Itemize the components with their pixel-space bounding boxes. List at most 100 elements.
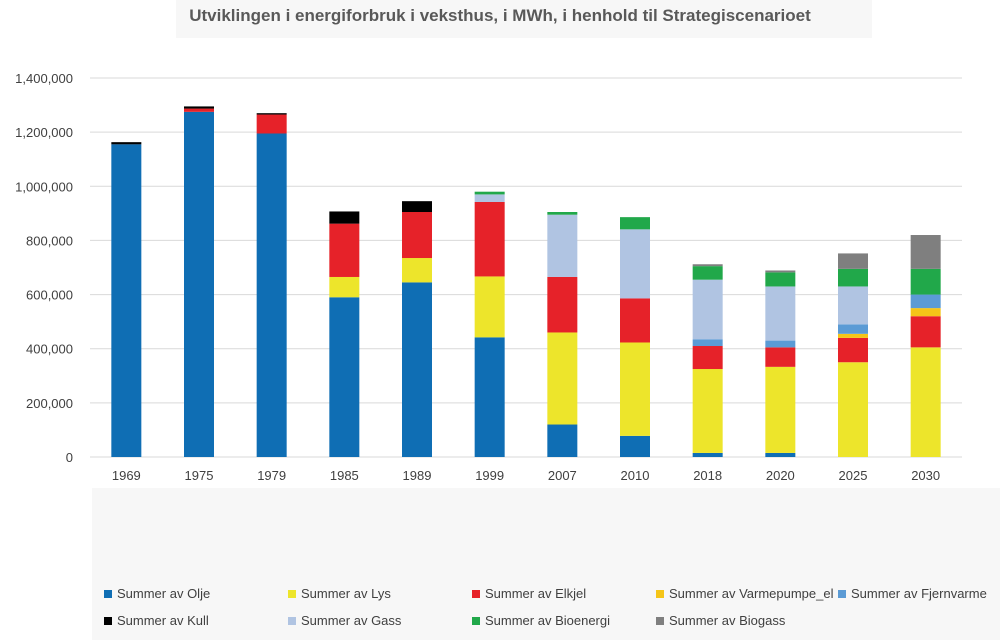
- y-tick-label: 1,000,000: [15, 179, 73, 194]
- bar-segment: [910, 235, 941, 269]
- bar-segment: [838, 268, 868, 287]
- bar-segment: [111, 142, 142, 145]
- bar-segment: [765, 270, 796, 273]
- legend-swatch: [472, 589, 480, 598]
- legend-label: Summer av Elkjel: [485, 586, 587, 601]
- legend-swatch: [838, 589, 846, 598]
- x-tick-label: 2007: [548, 468, 577, 483]
- y-tick-label: 400,000: [26, 342, 73, 357]
- bar-segment: [329, 223, 360, 277]
- bar-segment: [692, 369, 723, 453]
- bar-segment: [838, 362, 868, 457]
- bar-segment: [838, 333, 868, 338]
- bar-segment: [692, 279, 723, 340]
- bar-segment: [111, 144, 142, 457]
- bar-segment: [402, 258, 432, 283]
- bar-segment: [184, 106, 214, 109]
- bar-segment: [329, 211, 360, 224]
- bar-segment: [692, 264, 723, 267]
- bar-segment: [620, 342, 650, 436]
- bar-segment: [765, 347, 796, 367]
- bar-segment: [765, 452, 796, 457]
- x-tick-label: 1979: [257, 468, 286, 483]
- bar-segment: [838, 324, 868, 334]
- legend-item: Summer av Olje: [104, 586, 210, 601]
- bar-segment: [910, 268, 941, 295]
- x-tick-label: 2025: [839, 468, 868, 483]
- bar-segment: [910, 316, 941, 348]
- bar-segment: [620, 298, 650, 343]
- bar-segment: [620, 435, 650, 457]
- y-tick-label: 1,400,000: [15, 71, 73, 86]
- legend-swatch: [104, 589, 112, 598]
- bar-segment: [765, 272, 796, 287]
- bar-segment: [329, 276, 360, 298]
- bar-segment: [474, 337, 505, 457]
- bar-segment: [402, 282, 432, 457]
- bar-segment: [474, 201, 505, 277]
- bar-segment: [692, 339, 723, 347]
- bar-segment: [910, 308, 941, 317]
- legend-label: Summer av Gass: [301, 613, 402, 628]
- legend-item: Summer av Kull: [104, 613, 209, 628]
- legend-item: Summer av Varmepumpe_el: [656, 586, 834, 601]
- bar-segment: [474, 191, 505, 195]
- legend-label: Summer av Biogass: [669, 613, 786, 628]
- bar-segment: [692, 266, 723, 280]
- bar-segment: [765, 286, 796, 341]
- bar-segment: [547, 214, 578, 277]
- bar-segment: [620, 229, 650, 299]
- bar-segment: [402, 212, 432, 259]
- bar-segment: [838, 253, 868, 269]
- bar-segment: [474, 194, 505, 202]
- x-tick-label: 1975: [185, 468, 214, 483]
- legend-item: Summer av Biogass: [656, 613, 785, 628]
- bar-segment: [692, 346, 723, 370]
- bar-segment: [620, 217, 650, 230]
- bar-segment: [765, 340, 796, 348]
- y-tick-label: 800,000: [26, 233, 73, 248]
- y-tick-label: 600,000: [26, 288, 73, 303]
- bar-segment: [547, 424, 578, 457]
- bar-segment: [547, 332, 578, 425]
- bar-segment: [256, 114, 287, 134]
- legend-item: Summer av Bioenergi: [472, 613, 610, 628]
- legend-swatch: [288, 589, 296, 598]
- x-tick-label: 1999: [475, 468, 504, 483]
- legend-label: Summer av Lys: [301, 586, 391, 601]
- y-tick-label: 0: [66, 450, 73, 465]
- legend-swatch: [656, 616, 664, 625]
- bar-segment: [910, 294, 941, 309]
- bar-segment: [910, 347, 941, 457]
- legend-swatch: [472, 616, 480, 625]
- bar-segment: [547, 212, 578, 215]
- legend-swatch: [288, 616, 296, 625]
- bar-segment: [838, 337, 868, 363]
- legend-label: Summer av Kull: [117, 613, 209, 628]
- bar-segment: [256, 133, 287, 457]
- y-tick-label: 200,000: [26, 396, 73, 411]
- legend-label: Summer av Fjernvarme: [851, 586, 987, 601]
- bar-segment: [692, 452, 723, 457]
- legend-label: Summer av Varmepumpe_el: [669, 586, 834, 601]
- x-tick-label: 2020: [766, 468, 795, 483]
- bar-segment: [838, 286, 868, 325]
- bar-segment: [329, 297, 360, 457]
- bar-segment: [474, 276, 505, 338]
- x-tick-label: 1969: [112, 468, 141, 483]
- x-tick-label: 2030: [911, 468, 940, 483]
- x-tick-label: 2010: [621, 468, 650, 483]
- bar-segment: [765, 366, 796, 453]
- x-tick-label: 2018: [693, 468, 722, 483]
- legend-swatch: [656, 589, 664, 598]
- x-tick-label: 1989: [403, 468, 432, 483]
- x-tick-label: 1985: [330, 468, 359, 483]
- legend-item: Summer av Elkjel: [472, 586, 586, 601]
- legend-swatch: [104, 616, 112, 625]
- chart-title: Utviklingen i energiforbruk i veksthus, …: [189, 6, 811, 25]
- legend-item: Summer av Lys: [288, 586, 391, 601]
- y-tick-label: 1,200,000: [15, 125, 73, 140]
- legend-label: Summer av Bioenergi: [485, 613, 610, 628]
- bar-segment: [184, 108, 214, 112]
